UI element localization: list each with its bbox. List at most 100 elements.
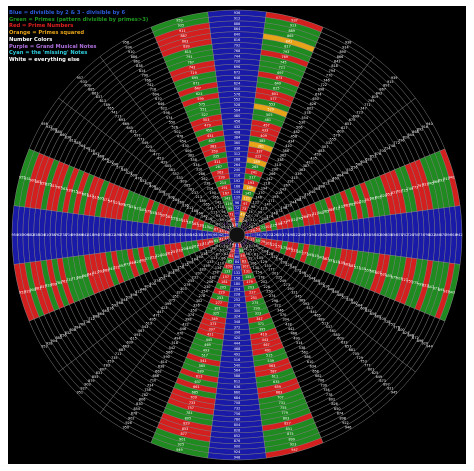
ring-number: 202 [261,280,267,284]
ring-number: 549 [142,141,148,145]
ring-number: 785 [56,281,62,285]
ring-number: 758 [144,388,150,392]
ring-number: 680 [375,315,381,319]
ring-number: 183 [199,268,205,272]
ring-number: 388 [318,184,324,188]
ring-number: 213 [195,195,201,199]
ring-number: 587 [270,369,276,373]
ring-number: 173 [281,221,287,225]
ring-number: 822 [429,233,435,237]
ring-number: 791 [186,55,192,59]
ring-number: 393 [303,302,309,306]
ring-number: 726 [407,233,413,237]
ring-number: 883 [35,180,41,184]
ring-number: 96 [235,201,239,205]
spoke-line [58,97,231,231]
ring-number: 497 [119,264,125,268]
ring-number: 244 [290,201,296,205]
ring-number: 527 [201,113,207,117]
ring-line [174,172,300,298]
ring-number: 845 [428,181,434,185]
ring-number: 38 [227,247,231,251]
ring-number: 716 [88,149,94,153]
ring-number: 670 [155,97,161,101]
ring-number: 168 [234,185,240,189]
ring-number: 160 [196,255,202,259]
ring-number: 478 [177,135,183,139]
ring-number: 139 [197,223,203,227]
ring-number: 514 [296,341,302,345]
ring-number: 28 [249,225,253,229]
ring-number: 756 [234,412,240,416]
ring-number: 163 [192,222,198,226]
ring-number: 858 [33,233,39,237]
ring-number: 206 [207,280,213,284]
ring-number: 708 [234,401,240,405]
ring-number: 428 [145,182,151,186]
ring-number: 783 [103,364,109,368]
ring-number: 772 [393,141,399,145]
ring-line [98,96,376,374]
ring-number: 177 [268,268,274,272]
ring-number: 741 [111,111,117,115]
ring-line [76,74,398,396]
ring-number: 347 [256,317,262,321]
ring-number: 731 [279,401,285,405]
ring-number: 860 [60,133,66,137]
ring-number: 259 [171,216,177,220]
ring-number: 757 [187,406,193,410]
ring-number: 217 [249,176,255,180]
ring-number: 327 [176,291,182,295]
ring-number: 18 [224,233,228,237]
ring-number: 135 [207,260,213,264]
ring-number: 200 [281,260,287,264]
ring-number: 556 [351,165,357,169]
ring-number: 330 [153,233,159,237]
ring-number: 279 [184,283,190,287]
ring-number: 400 [149,282,155,286]
ring-number: 605 [375,195,381,199]
ring-number: 304 [168,271,174,275]
ring-number: 499 [119,202,125,206]
ring-number: 740 [84,146,90,150]
ring-number: 620 [107,160,113,164]
ring-number: 364 [314,187,320,191]
ring-number: 283 [166,215,172,219]
ring-number: 807 [100,367,106,371]
ring-number: 547 [108,200,114,204]
ring-number: 439 [338,261,344,265]
ring-number: 722 [320,83,326,87]
ring-number: 589 [197,369,203,373]
ring-number: 228 [234,293,240,297]
ring-number: 513 [322,321,328,325]
ring-number: 407 [209,139,215,143]
ring-number: 786 [49,233,55,237]
ring-number: 944 [426,344,432,348]
ring-number: 730 [320,383,326,387]
ring-number: 161 [192,244,198,248]
ring-number: 167 [223,191,229,195]
ring-number: 928 [46,342,52,346]
ring-line [104,102,370,368]
ring-number: 550 [169,121,175,125]
ring-number: 461 [344,204,350,208]
ring-number: 231 [192,275,198,279]
ring-number: 894 [445,233,451,237]
ring-number: 656 [370,312,376,316]
ring-number: 465 [314,314,320,318]
ring-number: 386 [283,149,289,153]
ring-number: 662 [155,369,161,373]
ring-number: 430 [182,144,188,148]
ring-number: 552 [234,98,240,102]
ring-number: 490 [293,336,299,340]
ring-number: 596 [112,163,118,167]
ring-number: 302 [196,299,202,303]
ring-number: 375 [169,298,175,302]
ring-number: 385 [259,139,265,143]
ring-number: 287 [216,165,222,169]
ring-number: 234 [174,233,180,237]
ring-number: 748 [389,144,395,148]
ring-number: 305 [161,253,167,257]
ring-number: 909 [84,84,90,88]
ring-number: 629 [380,194,386,198]
